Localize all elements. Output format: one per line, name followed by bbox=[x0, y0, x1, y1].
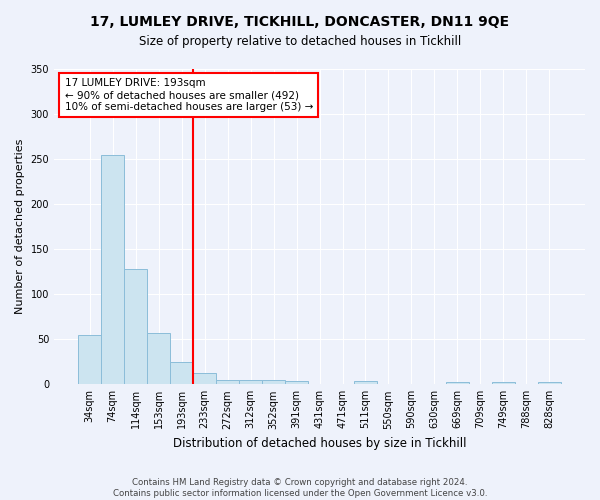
Bar bbox=[78, 335, 101, 384]
Bar bbox=[285, 380, 308, 384]
Bar bbox=[492, 382, 515, 384]
Bar bbox=[170, 362, 193, 384]
X-axis label: Distribution of detached houses by size in Tickhill: Distribution of detached houses by size … bbox=[173, 437, 466, 450]
Bar bbox=[446, 382, 469, 384]
Bar bbox=[354, 380, 377, 384]
Bar bbox=[239, 380, 262, 384]
Y-axis label: Number of detached properties: Number of detached properties bbox=[15, 139, 25, 314]
Text: Contains HM Land Registry data © Crown copyright and database right 2024.
Contai: Contains HM Land Registry data © Crown c… bbox=[113, 478, 487, 498]
Bar bbox=[124, 269, 147, 384]
Bar bbox=[193, 374, 216, 384]
Bar bbox=[216, 380, 239, 384]
Bar bbox=[262, 380, 285, 384]
Bar bbox=[101, 154, 124, 384]
Text: 17 LUMLEY DRIVE: 193sqm
← 90% of detached houses are smaller (492)
10% of semi-d: 17 LUMLEY DRIVE: 193sqm ← 90% of detache… bbox=[65, 78, 313, 112]
Bar bbox=[147, 333, 170, 384]
Bar bbox=[538, 382, 561, 384]
Text: 17, LUMLEY DRIVE, TICKHILL, DONCASTER, DN11 9QE: 17, LUMLEY DRIVE, TICKHILL, DONCASTER, D… bbox=[91, 15, 509, 29]
Text: Size of property relative to detached houses in Tickhill: Size of property relative to detached ho… bbox=[139, 35, 461, 48]
